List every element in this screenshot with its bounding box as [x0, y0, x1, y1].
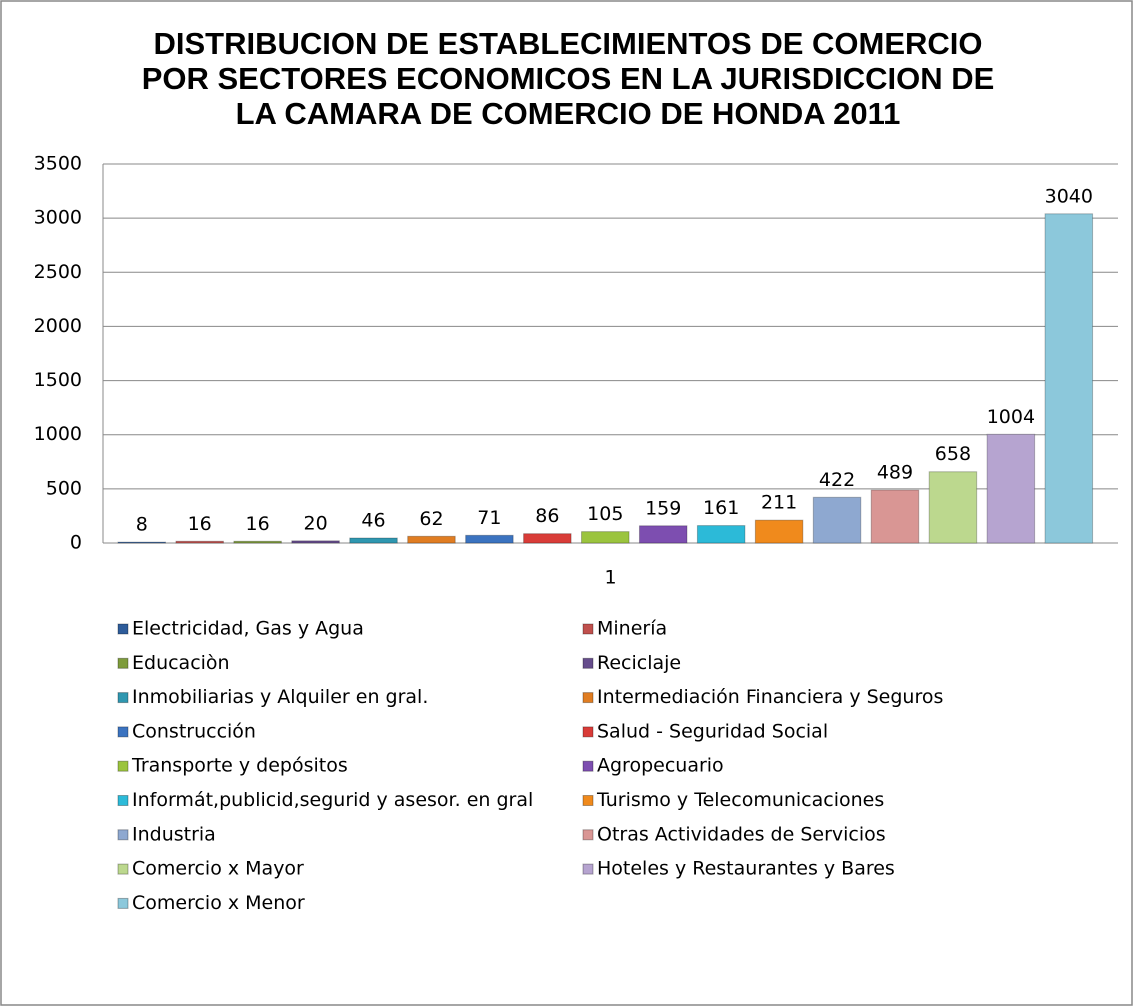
y-tick-label: 1500	[34, 369, 82, 391]
legend-label: Industria	[132, 823, 216, 845]
value-label: 20	[303, 512, 327, 534]
chart-title: LA CAMARA DE COMERCIO DE HONDA 2011	[236, 96, 901, 131]
chart-title: DISTRIBUCION DE ESTABLECIMIENTOS DE COME…	[153, 26, 982, 61]
legend-swatch	[117, 795, 129, 806]
legend-label: Turismo y Telecomunicaciones	[596, 789, 884, 811]
chart-title: POR SECTORES ECONOMICOS EN LA JURISDICCI…	[142, 61, 995, 96]
legend-swatch	[117, 692, 129, 704]
y-tick-label: 3500	[34, 153, 82, 175]
legend-swatch	[117, 657, 129, 669]
legend-label: Reciclaje	[597, 652, 681, 674]
bar	[1044, 213, 1094, 544]
value-label: 159	[645, 497, 681, 519]
bar	[291, 540, 340, 544]
bar	[986, 433, 1036, 544]
y-tick-label: 1000	[34, 423, 82, 445]
legend-swatch	[117, 760, 129, 772]
value-label: 46	[361, 510, 385, 532]
legend-label: Agropecuario	[597, 755, 724, 777]
legend-label: Hoteles y Restaurantes y Bares	[597, 858, 895, 880]
y-tick-label: 2500	[34, 261, 82, 283]
legend-swatch	[117, 863, 129, 875]
legend-label: Salud - Seguridad Social	[597, 720, 828, 742]
bar	[870, 489, 920, 544]
legend-label: Minería	[597, 618, 667, 640]
legend-label: Comercio x Menor	[132, 892, 305, 914]
value-label: 86	[535, 505, 559, 527]
value-label: 161	[703, 497, 739, 519]
legend-swatch	[582, 760, 594, 772]
legend-swatch	[582, 692, 594, 704]
value-label: 211	[761, 492, 797, 514]
y-tick-label: 2000	[34, 315, 82, 337]
legend-swatch	[582, 795, 594, 806]
legend-swatch	[117, 726, 129, 738]
bar	[812, 496, 862, 544]
legend-swatch	[582, 726, 594, 738]
legend-label: Construcción	[132, 720, 256, 742]
legend-label: Informát,publicid,segurid y asesor. en g…	[132, 789, 533, 811]
y-tick-label: 3000	[34, 207, 82, 229]
value-label: 16	[188, 513, 212, 535]
bar	[117, 541, 167, 544]
x-tick-label: 1	[604, 567, 616, 589]
legend-swatch	[117, 623, 129, 635]
bar	[407, 535, 456, 544]
value-label: 105	[587, 503, 623, 525]
bar	[233, 540, 282, 544]
bar	[523, 533, 572, 544]
legend-swatch	[117, 897, 129, 909]
value-label: 658	[935, 443, 971, 465]
bar	[928, 471, 978, 544]
legend-swatch	[117, 829, 129, 841]
y-tick-label: 0	[70, 532, 82, 554]
bar	[349, 537, 398, 544]
value-label: 71	[477, 507, 501, 529]
legend-label: Educaciòn	[132, 652, 230, 674]
legend-swatch	[582, 829, 594, 841]
legend-label: Otras Actividades de Servicios	[597, 823, 886, 845]
legend-label: Inmobiliarias y Alquiler en gral.	[132, 686, 428, 708]
value-label: 489	[877, 462, 913, 484]
bar	[175, 540, 224, 544]
legend-swatch	[582, 863, 594, 875]
bar	[465, 534, 514, 544]
legend-swatch	[582, 623, 594, 635]
legend-label: Transporte y depósitos	[131, 755, 348, 777]
bar	[754, 519, 804, 544]
legend-label: Electricidad, Gas y Agua	[132, 618, 364, 640]
value-label: 16	[246, 513, 270, 535]
legend-label: Intermediación Financiera y Seguros	[597, 686, 943, 708]
bar	[638, 525, 688, 544]
value-label: 422	[819, 469, 855, 491]
legend-swatch	[582, 657, 594, 669]
bar	[696, 525, 746, 544]
value-label: 8	[136, 514, 148, 536]
value-label: 1004	[987, 406, 1035, 428]
y-tick-label: 500	[46, 477, 82, 499]
legend-label: Comercio x Mayor	[132, 858, 304, 880]
value-label: 62	[419, 508, 443, 530]
bar	[581, 531, 630, 544]
value-label: 3040	[1045, 185, 1093, 207]
